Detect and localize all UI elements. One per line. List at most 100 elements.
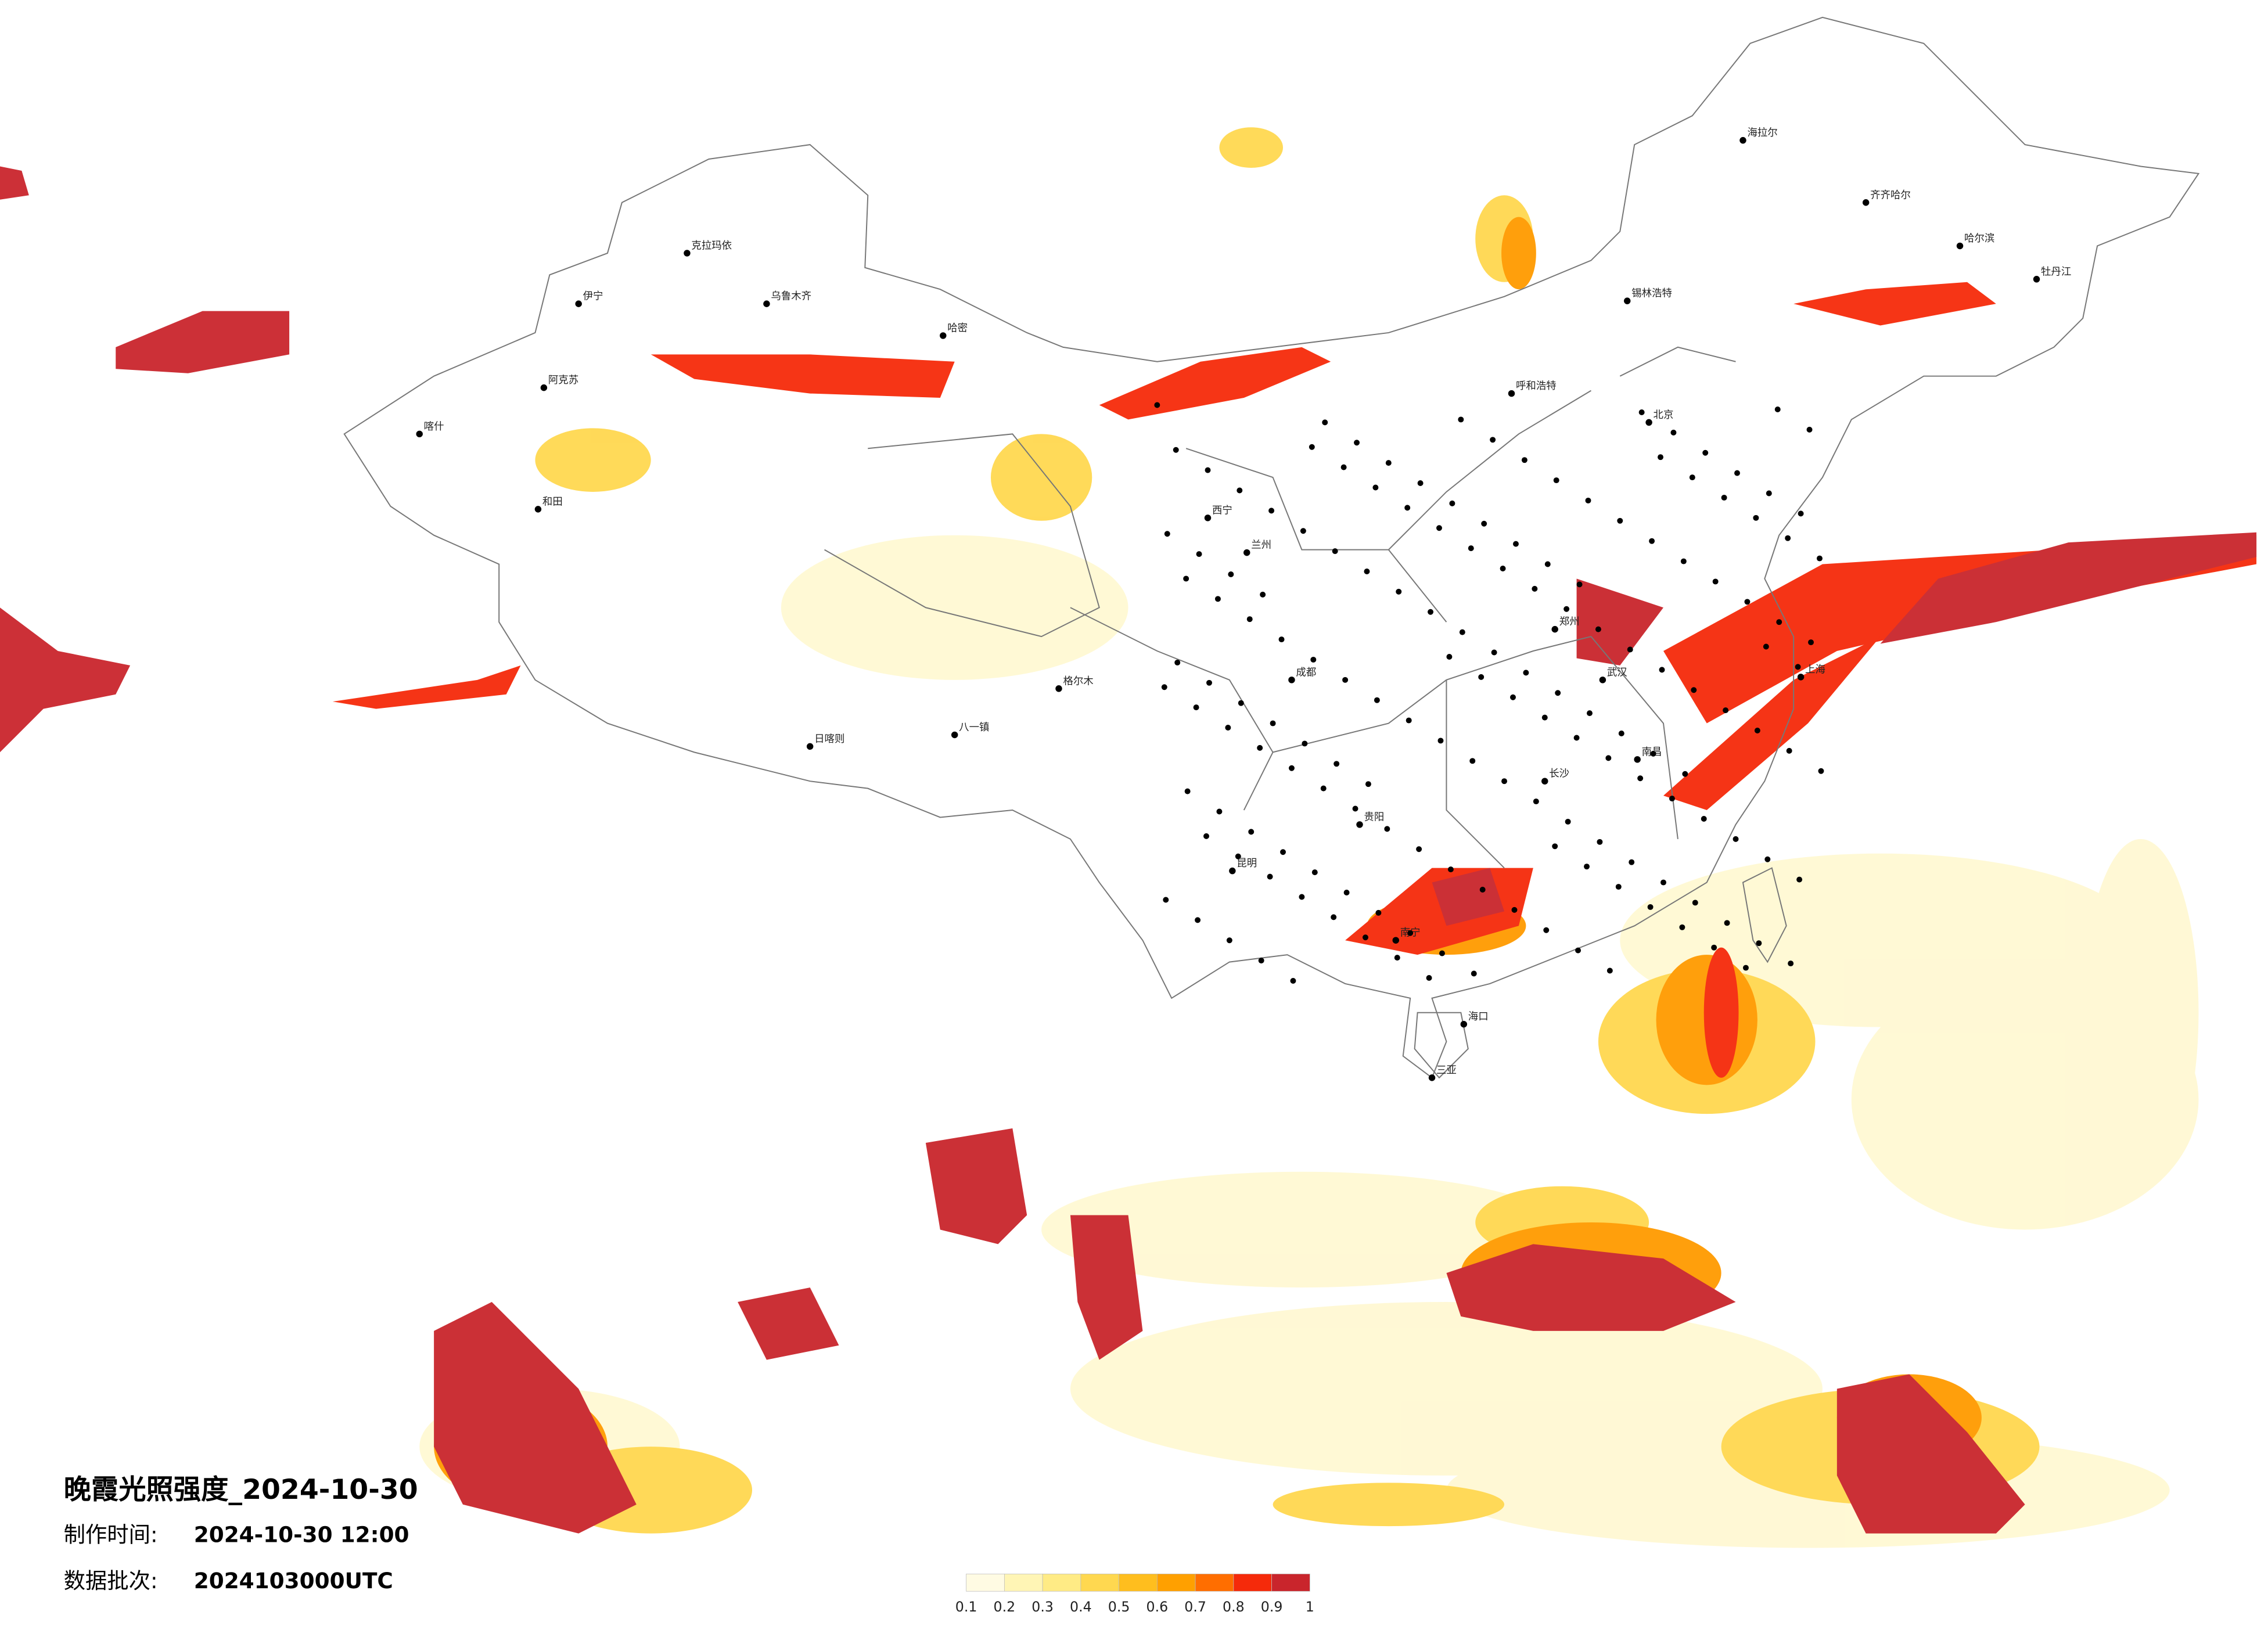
city-dot [1553,477,1559,484]
city-dot [1300,528,1306,534]
city-dot [1238,700,1244,706]
city-dot [1563,606,1570,612]
city-dot [1551,625,1558,633]
city-label: 北京 [1654,409,1674,421]
colorbar-tick-label: 0.5 [1108,1599,1130,1615]
city-dot [763,300,770,307]
city-dot [1500,566,1506,571]
city-dot [1322,419,1328,426]
city-dot [1647,904,1654,910]
colorbar-cell [1080,1573,1119,1592]
city-dot [1711,944,1717,951]
city-dot [806,743,814,750]
batch-label: 数据批次: [64,1568,158,1593]
city-dot [1320,785,1327,792]
city-dot [1055,685,1062,692]
colorbar-cell [1271,1573,1310,1592]
city-dot [1576,581,1583,588]
city-dot [1214,596,1221,602]
city-dot [1575,947,1582,954]
city-dot [1816,555,1823,562]
city-dot [1404,505,1411,511]
city-label: 贵阳 [1364,811,1384,823]
city-dot [1606,967,1613,974]
city-dot [1764,856,1771,862]
city-dot [1795,664,1801,670]
city-dot [1183,575,1189,582]
city-dot [1511,906,1518,913]
city-dot [1660,879,1666,886]
city-dot [1458,416,1464,423]
made-time-value: 2024-10-30 12:00 [194,1522,409,1548]
city-dot [1490,437,1496,443]
city-dot [1204,515,1212,521]
city-dot [1406,717,1412,724]
city-label: 兰州 [1251,539,1271,551]
city-dot [1164,531,1170,537]
city-dot [1356,821,1363,828]
city-dot [1788,961,1794,967]
city-dot [1541,714,1548,721]
city-dot [1617,517,1623,524]
city-dot [2033,276,2040,283]
city-dot [1459,629,1465,635]
city-dot [1352,805,1358,812]
city-dot [1637,775,1644,782]
city-dot [1689,474,1695,481]
city-dot [1460,1020,1468,1028]
city-dot [1278,636,1285,643]
city-dot [1658,454,1663,461]
city-dot [1541,778,1548,785]
city-dot [1446,653,1453,660]
city-dot [1375,909,1382,916]
city-dot [1206,679,1212,686]
city-dot [1552,843,1558,850]
city-dot [1766,490,1772,497]
city-dot [1288,677,1295,684]
city-dot [1362,934,1368,941]
city-dot [1354,440,1360,446]
city-dot [1501,778,1508,785]
city-dot [1712,578,1719,585]
colorbar-cell [1004,1573,1043,1592]
city-dot [1533,798,1539,805]
city-dot [1340,464,1347,470]
city-dot [1724,920,1730,926]
city-dot [575,300,582,307]
city-dot [1808,639,1814,646]
city-dot [1426,975,1432,981]
city-dot [1226,937,1232,944]
city-dot [1721,494,1727,501]
city-dot [1733,836,1739,842]
city-label: 西宁 [1212,505,1232,516]
city-dot [1468,545,1474,552]
city-label: 海拉尔 [1747,127,1777,139]
city-label: 克拉玛依 [691,240,732,251]
city-label: 八一镇 [959,722,989,733]
city-dot [1680,558,1687,564]
colorbar-tick-label: 0.8 [1223,1599,1245,1615]
city-dot [1449,500,1455,506]
city-dot [1396,588,1402,595]
city-dot [1258,958,1264,964]
city-dot [1270,720,1276,726]
city-label: 哈密 [947,322,968,334]
map-title: 晚霞光照强度_2024-10-30 [64,1474,418,1506]
city-label: 成都 [1296,667,1316,678]
city-label: 上海 [1805,664,1825,675]
city-dot [1173,447,1179,453]
city-dot [1599,677,1606,684]
city-dot [1280,849,1286,855]
colorbar-tick-label: 0.1 [955,1599,977,1615]
city-dot [1229,867,1236,875]
city-dot [1624,297,1631,304]
city-dot [1786,747,1792,754]
city-dot [1372,484,1379,491]
city-dot [1267,873,1273,880]
city-dot [1796,876,1803,883]
city-dot [1605,755,1612,761]
batch-value: 2024103000UTC [194,1568,393,1593]
city-dot [1739,136,1746,144]
city-dot [1417,480,1424,487]
city-dot [1587,710,1593,717]
